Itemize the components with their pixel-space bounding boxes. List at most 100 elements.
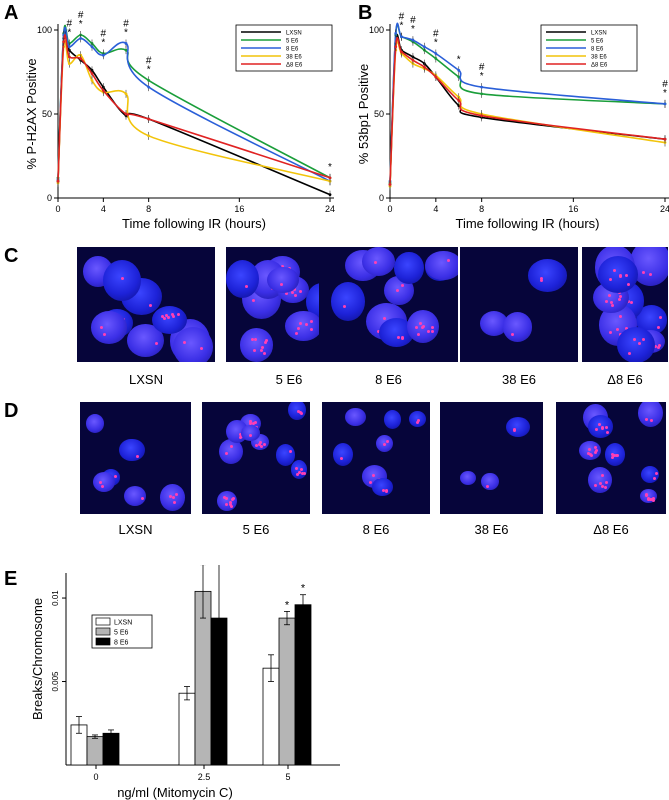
dna-damage-focus (605, 431, 609, 435)
micrograph-label: Δ8 E6 (607, 372, 643, 387)
micrograph-label: Δ8 E6 (593, 522, 629, 537)
significance-mark: * (434, 38, 438, 49)
data-point (147, 79, 151, 82)
x-tick-label: 16 (568, 204, 578, 214)
cell-nucleus (588, 467, 612, 493)
cell-nucleus (617, 327, 656, 362)
data-point (147, 117, 151, 121)
dna-damage-focus (228, 501, 232, 505)
cell-nucleus (638, 402, 664, 427)
dna-damage-focus (384, 489, 388, 493)
dna-damage-focus (225, 496, 229, 500)
micrograph-5 (556, 402, 666, 514)
data-point (124, 92, 128, 96)
dna-damage-focus (510, 332, 514, 336)
cell-nucleus (579, 441, 601, 461)
bar-5-e6 (86, 736, 104, 766)
dna-damage-focus (262, 352, 266, 356)
panel-label-a: A (4, 2, 19, 24)
legend-entry: LXSN (114, 620, 132, 627)
cell-nucleus (425, 250, 458, 280)
cell-nucleus (119, 438, 145, 462)
dna-damage-focus (368, 481, 372, 485)
micrograph-3 (322, 402, 430, 514)
dna-damage-focus (625, 274, 629, 278)
dna-damage-focus (619, 295, 623, 299)
dna-damage-focus (601, 425, 605, 429)
dna-damage-focus (654, 471, 658, 475)
dna-damage-focus (644, 493, 648, 497)
cell-nucleus (593, 281, 629, 314)
x-tick-label: 16 (234, 204, 244, 214)
dna-damage-focus (608, 278, 612, 281)
dna-damage-focus (618, 314, 622, 318)
dna-damage-focus (171, 496, 175, 500)
dna-damage-focus (605, 299, 609, 303)
significance-mark: * (301, 583, 306, 595)
dna-damage-focus (182, 340, 186, 344)
micrograph-label: 38 E6 (502, 372, 536, 387)
dna-damage-focus (280, 264, 284, 268)
dna-damage-focus (659, 316, 663, 320)
dna-damage-focus (642, 270, 646, 274)
data-point (147, 134, 151, 138)
dna-damage-focus (259, 441, 263, 445)
dna-damage-focus (225, 451, 229, 455)
dna-damage-focus (340, 456, 344, 460)
dna-damage-focus (165, 314, 169, 318)
dna-damage-focus (395, 289, 399, 293)
dna-damage-focus (296, 473, 300, 477)
dna-damage-focus (175, 492, 179, 496)
legend-entry: Δ8 E6 (591, 63, 608, 69)
dna-damage-focus (599, 482, 603, 486)
data-point (90, 79, 94, 82)
dna-damage-focus (162, 316, 166, 320)
y-tick-label: 50 (42, 109, 52, 119)
dna-damage-focus (170, 313, 174, 317)
legend-entry: LXSN (591, 31, 607, 37)
dna-damage-focus (641, 337, 645, 341)
dna-damage-focus (513, 429, 517, 433)
dna-damage-focus (594, 483, 598, 487)
dna-damage-focus (648, 498, 652, 502)
micrograph-5 (582, 247, 668, 362)
dna-damage-focus (245, 285, 249, 289)
legend-entry: 8 E6 (114, 640, 129, 647)
x-tick-label: 0 (93, 772, 98, 782)
dna-damage-focus (258, 443, 262, 447)
dna-damage-focus (231, 498, 235, 502)
dna-damage-focus (645, 417, 649, 421)
cell-nucleus (375, 435, 393, 452)
dna-damage-focus (616, 454, 620, 458)
dna-damage-focus (607, 293, 611, 297)
dna-damage-focus (417, 419, 421, 423)
dna-damage-focus (638, 341, 642, 345)
dna-damage-focus (427, 329, 431, 333)
data-point (394, 31, 398, 35)
dna-damage-focus (98, 481, 102, 485)
data-point (124, 42, 128, 45)
dna-damage-focus (295, 467, 299, 471)
dna-damage-focus (616, 328, 620, 332)
dna-damage-focus (382, 442, 386, 446)
bar-8-e6 (102, 732, 120, 766)
micrograph-4 (440, 402, 543, 514)
dna-damage-focus (171, 315, 175, 319)
micrograph-1 (77, 247, 215, 362)
dna-damage-focus (594, 446, 598, 450)
dna-damage-focus (263, 442, 267, 446)
cell-nucleus (102, 259, 142, 302)
dna-damage-focus (657, 343, 661, 347)
y-tick-label: 50 (374, 109, 384, 119)
cell-nucleus (371, 478, 393, 496)
dna-damage-focus (430, 325, 434, 329)
dna-damage-focus (298, 322, 302, 326)
significance-mark: * (328, 162, 332, 173)
micrograph-label: LXSN (118, 522, 153, 537)
data-point (480, 92, 484, 96)
cell-nucleus (288, 402, 306, 421)
dna-damage-focus (248, 434, 252, 438)
panel-label-c: C (4, 245, 19, 267)
dna-damage-focus (383, 317, 387, 321)
data-point (124, 48, 128, 52)
